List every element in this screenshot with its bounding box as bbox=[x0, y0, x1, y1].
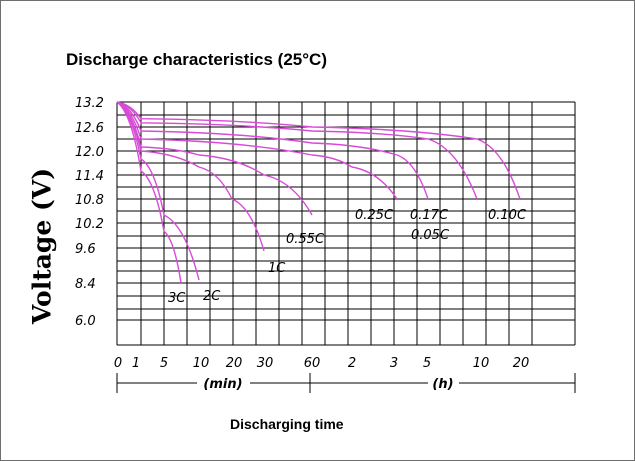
series-line-0.17C bbox=[116, 101, 429, 200]
y-tick-label: 11.4 bbox=[75, 169, 104, 184]
y-tick-label: 8.4 bbox=[75, 277, 96, 292]
x-tick-label: 3 bbox=[390, 356, 398, 371]
series-line-0.10C bbox=[116, 101, 521, 200]
y-tick-label: 6.0 bbox=[75, 314, 96, 329]
series-label-0.17C: 0.17C bbox=[410, 208, 449, 223]
y-tick-label: 10.2 bbox=[75, 217, 104, 232]
x-tick-label: 20 bbox=[513, 356, 530, 371]
series-line-3C bbox=[116, 101, 182, 284]
series-line-0.25C bbox=[116, 101, 398, 200]
series-line-0.55C bbox=[116, 101, 313, 216]
series-label-0.55C: 0.55C bbox=[286, 232, 325, 247]
y-tick-label: 12.6 bbox=[75, 121, 104, 136]
x-tick-label: 10 bbox=[193, 356, 210, 371]
x-axis-title: Discharging time bbox=[230, 416, 344, 432]
x-tick-label: 20 bbox=[226, 356, 243, 371]
x-tick-label: 2 bbox=[348, 356, 356, 371]
x-tick-label: 5 bbox=[160, 356, 168, 371]
y-tick-label: 9.6 bbox=[75, 242, 96, 257]
series-line-2C bbox=[116, 101, 200, 281]
x-tick-label: 0 bbox=[114, 356, 122, 371]
series-label-1C: 1C bbox=[268, 261, 286, 276]
y-tick-label: 13.2 bbox=[75, 96, 104, 111]
series-label-0.05C: 0.05C bbox=[411, 228, 450, 243]
series-label-0.25C: 0.25C bbox=[355, 208, 394, 223]
series-label-2C: 2C bbox=[203, 289, 221, 304]
chart-title: Discharge characteristics (25°C) bbox=[66, 50, 327, 69]
x-tick-label: 1 bbox=[132, 356, 140, 371]
x-tick-label: 5 bbox=[423, 356, 431, 371]
unit-label-h: (h) bbox=[432, 377, 453, 392]
series-label-3C: 3C bbox=[168, 291, 186, 306]
x-tick-label: 30 bbox=[257, 356, 274, 371]
series-label-0.10C: 0.10C bbox=[488, 208, 527, 223]
x-tick-label: 60 bbox=[304, 356, 321, 371]
unit-label-min: (min) bbox=[203, 377, 242, 392]
series-line-1C bbox=[116, 101, 265, 252]
series-line-0.05C bbox=[116, 101, 478, 200]
x-tick-label: 10 bbox=[473, 356, 490, 371]
y-tick-label: 10.8 bbox=[75, 193, 104, 208]
y-tick-label: 12.0 bbox=[75, 145, 104, 160]
